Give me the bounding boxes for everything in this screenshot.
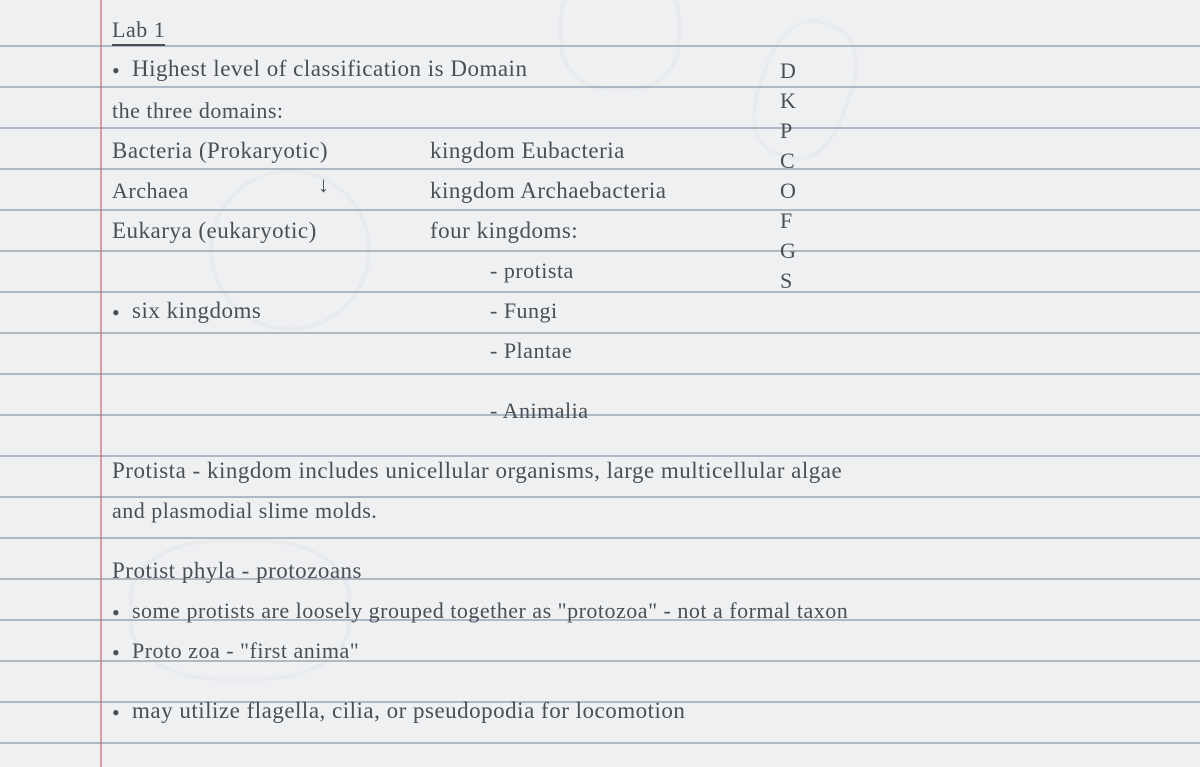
bullet: • — [112, 640, 120, 666]
note-line: - protista — [490, 258, 574, 284]
bullet: • — [112, 300, 120, 326]
mnemonic-letter: C — [780, 148, 795, 174]
note-line: Protist phyla - protozoans — [112, 558, 362, 584]
mnemonic-letter: G — [780, 238, 796, 264]
note-line: and plasmodial slime molds. — [112, 498, 377, 524]
mnemonic-letter: P — [780, 118, 793, 144]
note-line: Bacteria (Prokaryotic) — [112, 138, 328, 164]
note-line: - Animalia — [490, 398, 588, 424]
mnemonic-letter: K — [780, 88, 796, 114]
note-line: Archaea — [112, 178, 189, 204]
note-line: Protista - kingdom includes unicellular … — [112, 458, 842, 484]
mnemonic-letter: F — [780, 208, 793, 234]
mnemonic-letter: D — [780, 58, 796, 84]
bullet: • — [112, 600, 120, 626]
margin-line — [100, 0, 102, 767]
notebook-paper: Lab 1 • Highest level of classification … — [0, 0, 1200, 767]
page-title: Lab 1 — [112, 17, 165, 46]
note-line: some protists are loosely grouped togeth… — [132, 598, 848, 624]
note-line: four kingdoms: — [430, 218, 578, 244]
bleed-through-shape — [560, 0, 680, 90]
note-line: six kingdoms — [132, 298, 261, 324]
note-line: kingdom Archaebacteria — [430, 178, 666, 204]
note-line: Proto zoa - "first anima" — [132, 638, 359, 664]
note-line: Highest level of classification is Domai… — [132, 56, 527, 82]
note-line: kingdom Eubacteria — [430, 138, 625, 164]
mnemonic-letter: S — [780, 268, 793, 294]
bullet: • — [112, 58, 120, 84]
note-line: Eukarya (eukaryotic) — [112, 218, 317, 244]
down-arrow-icon: ↓ — [318, 172, 329, 198]
note-line: - Fungi — [490, 298, 558, 324]
note-line: the three domains: — [112, 98, 284, 124]
bullet: • — [112, 700, 120, 726]
mnemonic-letter: O — [780, 178, 796, 204]
note-line: - Plantae — [490, 338, 572, 364]
note-line: may utilize flagella, cilia, or pseudopo… — [132, 698, 685, 724]
